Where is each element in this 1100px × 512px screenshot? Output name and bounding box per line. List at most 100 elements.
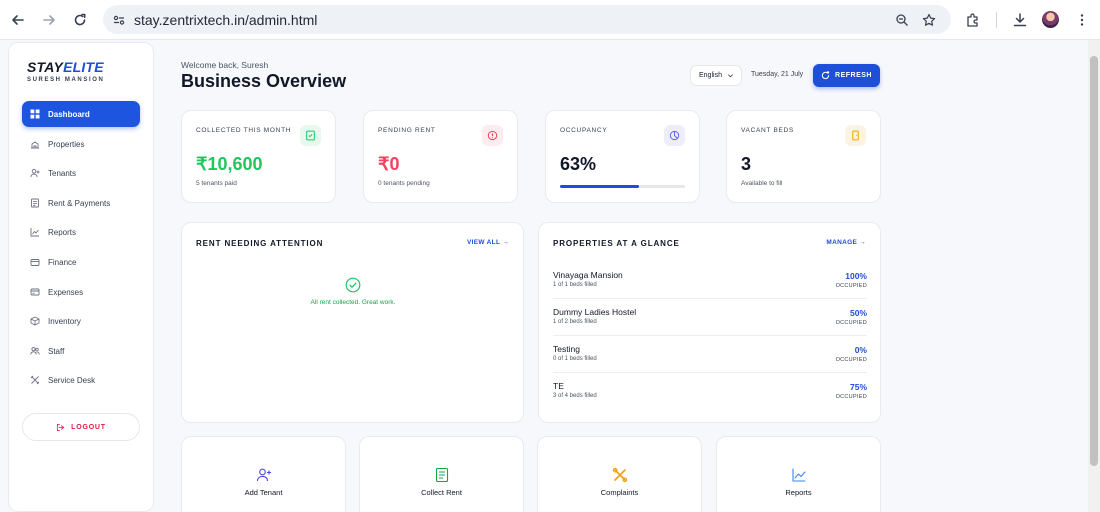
property-beds: 1 of 2 beds filled — [553, 319, 597, 325]
rent-attention-card: RENT NEEDING ATTENTION VIEW ALL → All re… — [181, 222, 524, 423]
sidebar-item-label: Staff — [48, 346, 65, 356]
arrow-left-icon — [12, 15, 24, 25]
sidebar-item-rent-payments[interactable]: Rent & Payments — [22, 190, 140, 216]
language-value: English — [699, 72, 722, 79]
sidebar-item-label: Dashboard — [48, 109, 90, 119]
property-percent: 100% — [845, 271, 867, 281]
stat-label: OCCUPANCY — [560, 127, 608, 134]
wallet-icon — [30, 257, 40, 267]
pie-icon — [664, 125, 685, 146]
page-scrollbar[interactable] — [1088, 40, 1100, 512]
stat-sub: 0 tenants pending — [378, 180, 430, 187]
forward-button[interactable] — [38, 9, 60, 31]
reload-button[interactable] — [69, 9, 91, 31]
alert-icon — [482, 125, 503, 146]
occupied-label: OCCUPIED — [835, 394, 867, 400]
property-percent: 0% — [854, 345, 867, 355]
language-select[interactable]: English — [690, 65, 742, 86]
receipt-icon — [300, 125, 321, 146]
sidebar-item-dashboard[interactable]: Dashboard — [22, 101, 140, 127]
quick-action-collect-rent[interactable]: Collect Rent — [359, 436, 524, 512]
sidebar-item-reports[interactable]: Reports — [22, 219, 140, 245]
receipt-icon — [360, 467, 523, 483]
zoom-icon[interactable] — [894, 12, 910, 28]
occupied-label: OCCUPIED — [835, 320, 867, 326]
browser-toolbar: stay.zentrixtech.in/admin.html — [0, 0, 1100, 40]
stat-value: ₹0 — [378, 154, 400, 174]
quick-action-reports[interactable]: Reports — [716, 436, 881, 512]
building-icon — [30, 139, 40, 149]
quick-action-label: Complaints — [600, 488, 639, 497]
property-beds: 0 of 1 beds filled — [553, 356, 597, 362]
brand-logo[interactable]: STAYELITE SURESH MANSION — [27, 59, 104, 83]
sidebar-item-properties[interactable]: Properties — [22, 131, 140, 157]
stat-card-occupancy: OCCUPANCY 63% — [545, 110, 700, 203]
current-date: Tuesday, 21 July — [751, 71, 804, 78]
browser-menu-button[interactable] — [1071, 9, 1093, 31]
stat-value: ₹10,600 — [196, 154, 263, 174]
back-button[interactable] — [7, 9, 29, 31]
stat-value: 3 — [741, 154, 752, 174]
view-all-link[interactable]: VIEW ALL → — [467, 239, 509, 246]
quick-action-label: Reports — [785, 488, 812, 497]
scrollbar-thumb[interactable] — [1090, 56, 1098, 466]
sidebar-item-label: Finance — [48, 257, 77, 267]
property-row[interactable]: Testing 0 of 1 beds filled 0% OCCUPIED — [553, 336, 867, 373]
sidebar-item-label: Properties — [48, 139, 85, 149]
user-plus-icon — [30, 168, 40, 178]
page-title: Business Overview — [181, 71, 347, 91]
arrow-right-icon — [43, 15, 55, 25]
sidebar-item-label: Tenants — [48, 168, 77, 178]
quick-action-complaints[interactable]: Complaints — [537, 436, 702, 512]
kebab-menu-icon — [1080, 14, 1084, 26]
check-circle-icon — [345, 277, 361, 298]
download-icon — [1013, 13, 1027, 27]
logout-button[interactable]: LOGOUT — [22, 413, 140, 441]
manage-link[interactable]: MANAGE → — [826, 239, 866, 246]
sidebar-item-expenses[interactable]: Expenses — [22, 279, 140, 305]
property-percent: 50% — [849, 308, 867, 318]
property-row[interactable]: TE 3 of 4 beds filled 75% OCCUPIED — [553, 373, 867, 410]
stat-sub: 5 tenants paid — [196, 180, 237, 187]
reload-icon — [74, 13, 86, 26]
downloads-button[interactable] — [1009, 9, 1031, 31]
stat-value: 63% — [560, 154, 597, 174]
stat-card-collected: COLLECTED THIS MONTH ₹10,600 5 tenants p… — [181, 110, 336, 203]
property-row[interactable]: Dummy Ladies Hostel 1 of 2 beds filled 5… — [553, 299, 867, 336]
card-icon — [30, 287, 40, 297]
toolbar-divider — [996, 12, 997, 28]
address-bar[interactable]: stay.zentrixtech.in/admin.html — [103, 5, 951, 34]
receipt-icon — [30, 198, 40, 208]
sidebar: STAYELITE SURESH MANSION Dashboard Prope… — [8, 42, 154, 512]
box-icon — [30, 316, 40, 326]
quick-action-add-tenant[interactable]: Add Tenant — [181, 436, 346, 512]
sidebar-item-staff[interactable]: Staff — [22, 338, 140, 364]
occupied-label: OCCUPIED — [835, 357, 867, 363]
refresh-button[interactable]: REFRESH — [813, 64, 880, 87]
quick-action-label: Add Tenant — [244, 488, 283, 497]
refresh-icon — [821, 71, 830, 80]
tools-icon — [30, 375, 40, 385]
occupied-label: OCCUPIED — [835, 283, 867, 289]
sidebar-item-service-desk[interactable]: Service Desk — [22, 367, 140, 393]
url-text[interactable]: stay.zentrixtech.in/admin.html — [134, 12, 318, 28]
sidebar-item-label: Inventory — [48, 316, 81, 326]
sidebar-item-tenants[interactable]: Tenants — [22, 160, 140, 186]
sidebar-item-inventory[interactable]: Inventory — [22, 308, 140, 334]
chevron-down-icon — [727, 72, 734, 81]
section-title: RENT NEEDING ATTENTION — [196, 239, 324, 248]
refresh-label: REFRESH — [835, 72, 872, 79]
stat-label: PENDING RENT — [378, 127, 436, 134]
profile-avatar[interactable] — [1042, 11, 1059, 28]
property-row[interactable]: Vinayaga Mansion 1 of 1 beds filled 100%… — [553, 262, 867, 299]
sidebar-item-finance[interactable]: Finance — [22, 249, 140, 275]
sidebar-item-label: Service Desk — [48, 375, 96, 385]
trend-icon — [30, 227, 40, 237]
extensions-button[interactable] — [962, 9, 984, 31]
site-info-icon[interactable] — [111, 12, 127, 28]
grid-icon — [30, 109, 40, 119]
star-icon[interactable] — [921, 12, 937, 28]
property-name: TE — [553, 381, 564, 391]
stat-label: VACANT BEDS — [741, 127, 794, 134]
property-name: Dummy Ladies Hostel — [553, 307, 637, 317]
